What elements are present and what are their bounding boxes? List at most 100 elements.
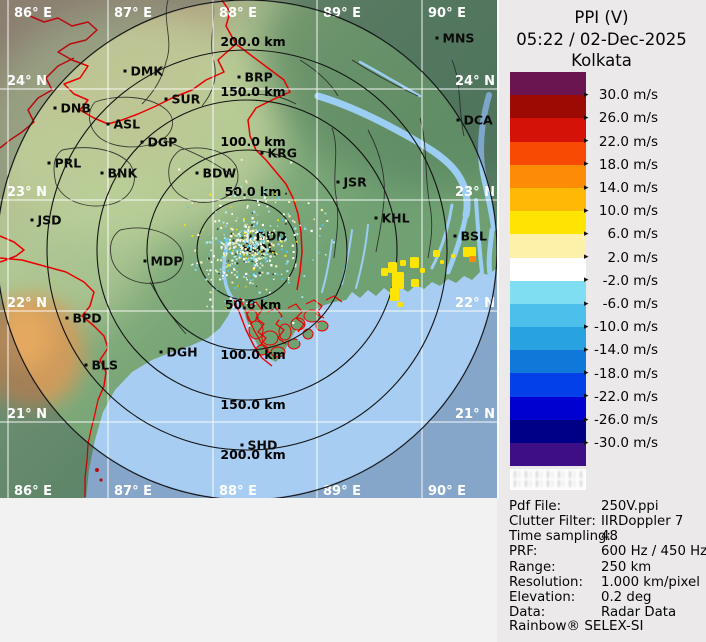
- legend-tick-arrow-icon: ▸: [584, 228, 589, 239]
- legend-label-row: ▸ 30.0 m/s: [584, 87, 658, 104]
- info-row-value: 600 Hz / 450 Hz: [601, 544, 706, 560]
- scan-timestamp: 05:22 / 02-Dec-2025: [516, 29, 687, 49]
- echo-speckle: [239, 253, 241, 255]
- echo-speckle: [242, 253, 245, 256]
- echo-speckle: [285, 219, 288, 222]
- ring-label-south: 100.0 km: [220, 347, 285, 362]
- echo-speckle: [277, 197, 280, 200]
- echo-speckle: [222, 280, 225, 283]
- echo-speckle: [237, 242, 239, 245]
- echo-speckle: [271, 233, 274, 235]
- echo-speckle: [235, 258, 238, 261]
- echo-speckle: [256, 253, 259, 256]
- legend-color-band: [510, 141, 586, 165]
- lon-label-top: 89° E: [323, 6, 361, 21]
- echo-speckle: [224, 225, 227, 228]
- echo-speckle: [212, 237, 214, 239]
- echo-speckle: [233, 242, 235, 245]
- city-dot-SHD: [240, 443, 244, 447]
- product-title: PPI (V): [574, 8, 629, 27]
- echo-speckle: [332, 241, 335, 244]
- echo-patch: [397, 302, 403, 307]
- echo-speckle: [231, 263, 233, 265]
- legend-color-band: [510, 95, 586, 119]
- echo-speckle: [286, 260, 289, 263]
- echo-speckle: [252, 267, 255, 271]
- city-dot-DNB: [53, 106, 57, 110]
- echo-speckle: [250, 237, 252, 240]
- echo-speckle: [263, 232, 265, 234]
- info-row-value: 48: [601, 529, 618, 545]
- lat-label-left: 24° N: [7, 74, 47, 89]
- echo-speckle: [256, 263, 258, 265]
- echo-speckle: [241, 251, 244, 254]
- legend-value-label: -30.0 m/s: [594, 435, 658, 452]
- echo-speckle: [251, 260, 254, 263]
- city-dot-SUR: [164, 97, 168, 101]
- echo-speckle: [261, 230, 263, 232]
- echo-speckle: [313, 218, 315, 221]
- echo-speckle: [285, 223, 287, 225]
- info-row-value: 0.2 deg: [601, 589, 652, 605]
- echo-speckle: [249, 242, 251, 244]
- echo-speckle: [229, 247, 232, 249]
- echo-speckle: [266, 205, 269, 208]
- legend-color-band: [510, 373, 586, 397]
- river-distributary-2: [474, 198, 484, 274]
- echo-speckle: [205, 278, 208, 281]
- legend-tick-arrow-icon: ▸: [584, 414, 589, 425]
- echo-speckle: [243, 232, 246, 234]
- legend-value-label: 18.0 m/s: [598, 156, 658, 173]
- legend-value-label: -22.0 m/s: [594, 388, 658, 405]
- city-label-MNS: MNS: [443, 31, 475, 46]
- echo-speckle: [206, 305, 208, 308]
- echo-speckle: [281, 218, 283, 221]
- echo-speckle: [268, 259, 271, 262]
- panel-title-block: PPI (V) 05:22 / 02-Dec-2025 Kolkata: [497, 7, 706, 72]
- echo-speckle: [288, 281, 290, 284]
- echo-speckle: [236, 251, 238, 253]
- echo-speckle: [239, 231, 241, 233]
- legend-color-band: [510, 303, 586, 328]
- echo-speckle: [257, 249, 259, 251]
- echo-speckle: [244, 257, 247, 260]
- radar-map-canvas[interactable]: 86° E 86° E 87° E 87° E 88° E 88° E 89° E 89° E…: [0, 0, 497, 498]
- echo-speckle: [228, 264, 232, 267]
- legend-label-row: ▸ 22.0 m/s: [584, 133, 658, 150]
- echo-speckle: [259, 243, 262, 246]
- echo-speckle: [237, 274, 240, 277]
- city-label-BDW: BDW: [203, 166, 237, 181]
- echo-speckle: [250, 244, 253, 247]
- echo-speckle: [252, 250, 254, 252]
- ring-label-north: 50.0 km: [225, 184, 282, 199]
- echo-speckle: [287, 276, 290, 279]
- city-label-PRL: PRL: [55, 156, 82, 171]
- echo-speckle: [209, 269, 212, 272]
- legend-color-band: [510, 257, 586, 281]
- echo-speckle: [259, 241, 261, 243]
- echo-patch: [392, 272, 404, 289]
- echo-speckle: [215, 211, 217, 213]
- echo-patch: [410, 257, 419, 268]
- echo-patch: [440, 260, 444, 264]
- echo-speckle: [292, 322, 295, 325]
- echo-speckle: [247, 245, 250, 248]
- legend-color-band: [510, 443, 586, 467]
- echo-speckle: [251, 230, 253, 233]
- echo-speckle: [239, 240, 242, 242]
- echo-speckle: [231, 259, 234, 262]
- echo-speckle: [244, 260, 248, 263]
- legend-tick-arrow-icon: ▸: [584, 321, 589, 332]
- echo-speckle: [263, 240, 266, 243]
- echo-speckle: [225, 254, 227, 257]
- echo-speckle: [256, 272, 259, 275]
- echo-speckle: [288, 201, 291, 203]
- lat-label-right: 23° N: [455, 185, 495, 200]
- legend-value-label: -10.0 m/s: [594, 319, 658, 336]
- echo-speckle: [231, 252, 234, 255]
- echo-speckle: [294, 265, 297, 268]
- legend-value-label: 2.0 m/s: [607, 249, 659, 266]
- echo-speckle: [267, 248, 270, 251]
- echo-speckle: [262, 247, 265, 249]
- echo-speckle: [239, 246, 242, 249]
